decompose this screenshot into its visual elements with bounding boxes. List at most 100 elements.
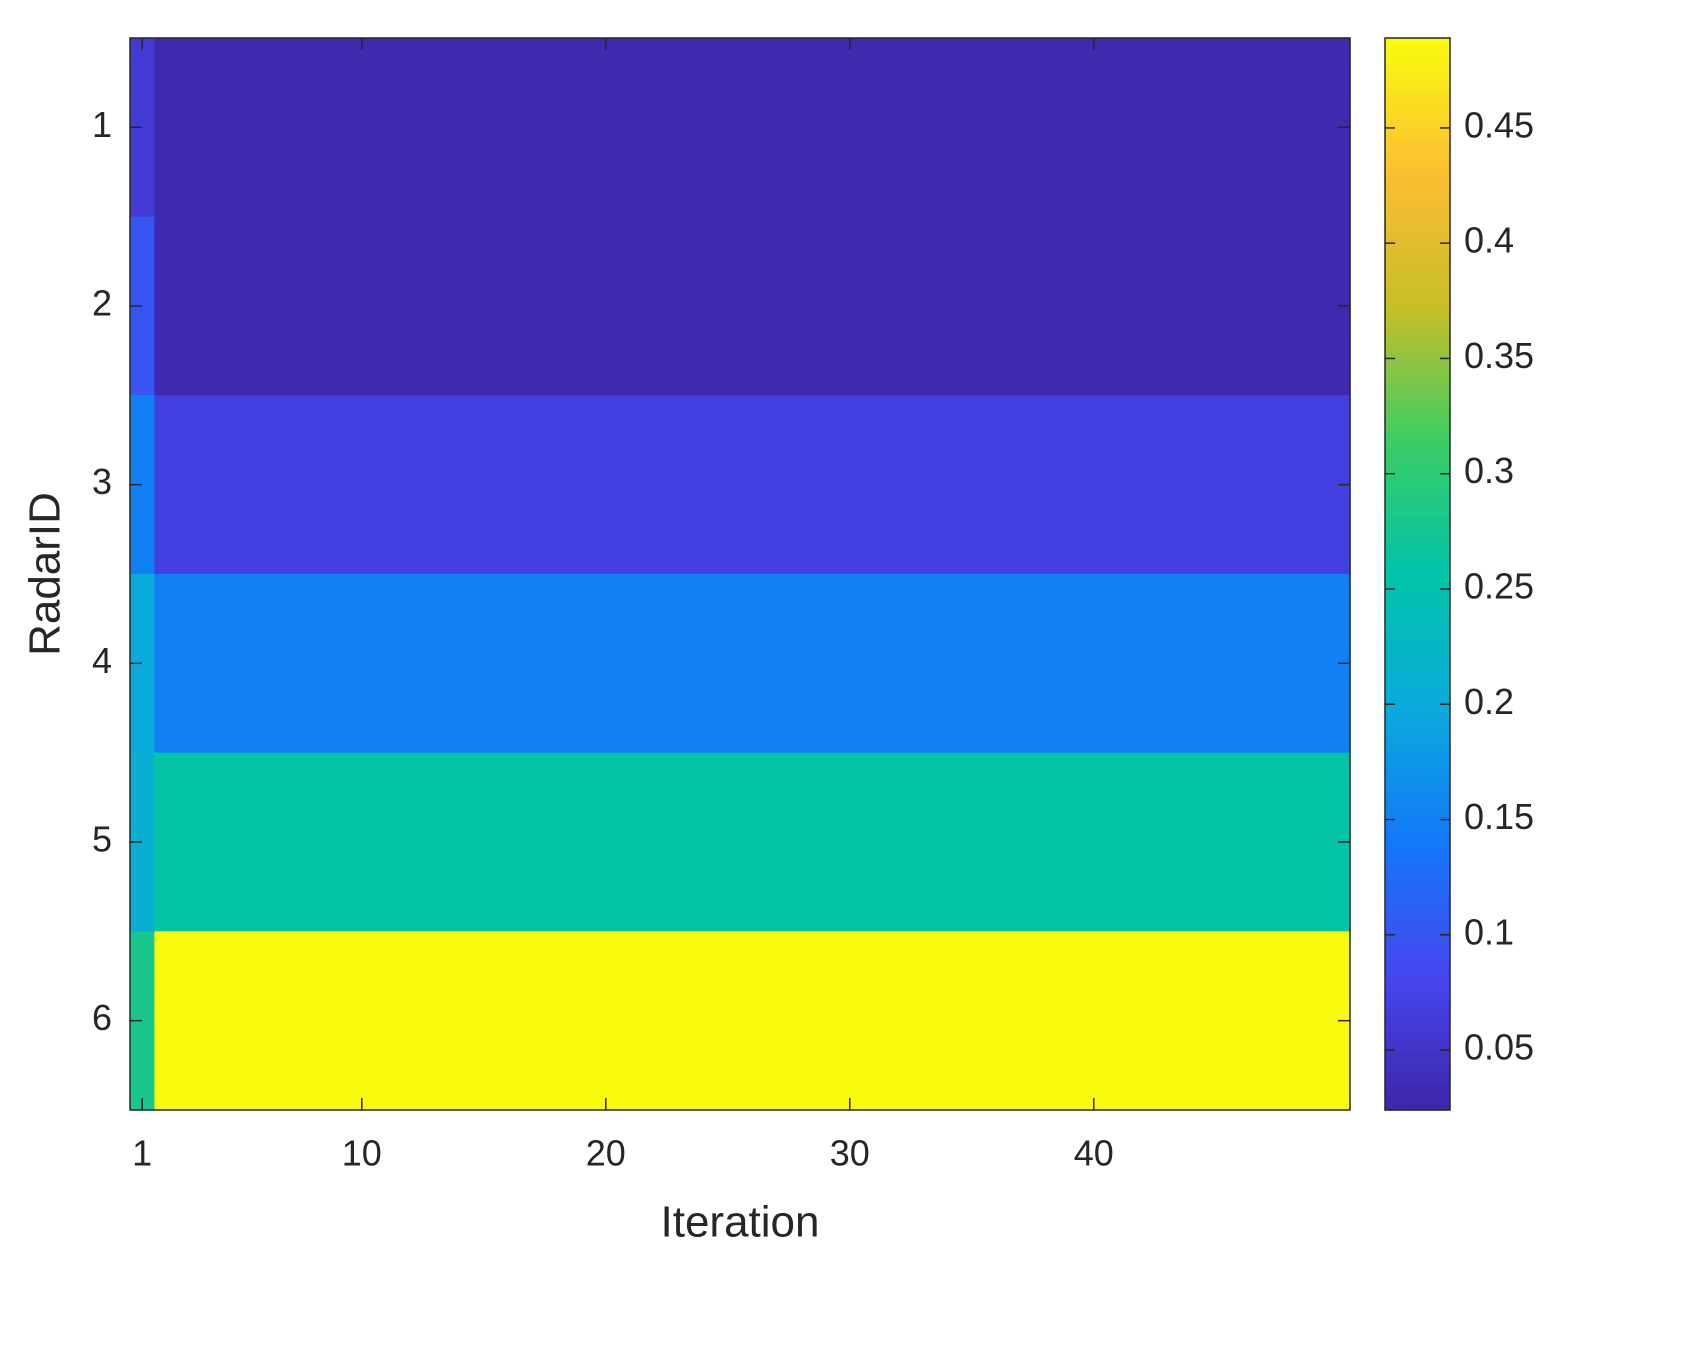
colorbar-swatch: [1385, 204, 1450, 211]
heatmap-cell: [471, 931, 497, 1111]
heatmap-cell: [959, 752, 985, 932]
colorbar-swatch: [1385, 911, 1450, 918]
colorbar-swatch: [1385, 1088, 1450, 1095]
y-tick-label: 2: [92, 283, 112, 324]
colorbar-swatch: [1385, 284, 1450, 291]
colorbar-tick-label: 0.15: [1464, 796, 1534, 837]
colorbar-swatch: [1385, 198, 1450, 205]
heatmap-cell: [520, 752, 546, 932]
heatmap-cell: [1301, 931, 1327, 1111]
heatmap-cell: [398, 931, 424, 1111]
heatmap-cell: [520, 38, 546, 218]
heatmap-cell: [642, 752, 668, 932]
heatmap-cell: [764, 574, 790, 754]
colorbar-swatch: [1385, 890, 1450, 897]
colorbar-swatch: [1385, 1083, 1450, 1090]
colorbar-swatch: [1385, 600, 1450, 607]
heatmap-cell: [300, 395, 326, 575]
heatmap-cell: [984, 395, 1009, 575]
heatmap-cell: [1154, 752, 1180, 932]
colorbar-tick-label: 0.35: [1464, 335, 1534, 376]
colorbar-swatch: [1385, 472, 1450, 479]
heatmap-cell: [1252, 574, 1278, 754]
heatmap-cell: [837, 931, 863, 1111]
heatmap-cell: [1130, 216, 1156, 396]
heatmap-cell: [1106, 931, 1131, 1111]
colorbar-swatch: [1385, 745, 1450, 752]
heatmap-cell: [886, 574, 912, 754]
heatmap-cell: [886, 395, 912, 575]
colorbar-swatch: [1385, 257, 1450, 264]
heatmap-cell: [422, 38, 448, 218]
heatmap-cell: [349, 574, 375, 754]
heatmap-cell: [1203, 574, 1229, 754]
heatmap-cell: [1008, 931, 1034, 1111]
heatmap-cell: [300, 216, 326, 396]
colorbar-swatch: [1385, 113, 1450, 119]
colorbar-swatch: [1385, 1093, 1450, 1100]
colorbar-swatch: [1385, 370, 1450, 377]
colorbar-swatch: [1385, 708, 1450, 714]
heatmap-cell: [910, 574, 936, 754]
heatmap-cell: [1032, 752, 1058, 932]
y-tick-label: 6: [92, 997, 112, 1038]
heatmap-cell: [276, 931, 302, 1111]
colorbar-swatch: [1385, 488, 1450, 495]
colorbar-swatch: [1385, 766, 1450, 773]
colorbar-swatch: [1385, 831, 1450, 838]
heatmap-cell: [422, 395, 448, 575]
heatmap-cell: [1301, 395, 1327, 575]
colorbar-swatch: [1385, 1008, 1450, 1015]
heatmap-cell: [715, 38, 741, 218]
heatmap-cell: [740, 38, 765, 218]
colorbar-swatch: [1385, 976, 1450, 982]
colorbar-swatch: [1385, 64, 1450, 71]
colorbar-swatch: [1385, 729, 1450, 736]
colorbar-swatch: [1385, 531, 1450, 538]
heatmap-cell: [1130, 395, 1156, 575]
heatmap-cell: [1154, 931, 1180, 1111]
heatmap-cell: [935, 216, 961, 396]
heatmap-cell: [691, 752, 717, 932]
heatmap-cell: [471, 38, 497, 218]
heatmap-cell: [227, 395, 253, 575]
heatmap-cell: [1179, 216, 1205, 396]
colorbar-swatch: [1385, 311, 1450, 318]
colorbar-tick-label: 0.45: [1464, 104, 1534, 145]
heatmap-cell: [178, 752, 204, 932]
heatmap-cell: [325, 574, 351, 754]
heatmap-cell: [1203, 931, 1229, 1111]
heatmap-cell: [618, 216, 643, 396]
colorbar-swatch: [1385, 959, 1450, 966]
colorbar-swatch: [1385, 842, 1450, 848]
heatmap-cell: [1081, 752, 1107, 932]
colorbar-swatch: [1385, 429, 1450, 436]
colorbar-swatch: [1385, 665, 1450, 672]
colorbar-swatch: [1385, 1024, 1450, 1031]
heatmap-cell: [276, 216, 302, 396]
colorbar-swatch: [1385, 702, 1450, 709]
heatmap-cell: [813, 931, 839, 1111]
heatmap-cell: [618, 395, 643, 575]
colorbar-swatch: [1385, 145, 1450, 152]
heatmap-cell: [178, 574, 204, 754]
colorbar-swatch: [1385, 986, 1450, 993]
heatmap-cell: [1032, 931, 1058, 1111]
colorbar-swatch: [1385, 1061, 1450, 1068]
heatmap-cell: [178, 38, 204, 218]
heatmap-cell: [837, 574, 863, 754]
colorbar-swatch: [1385, 59, 1450, 66]
colorbar-swatch: [1385, 375, 1450, 382]
heatmap-cell: [1179, 38, 1205, 218]
heatmap-cell: [984, 216, 1009, 396]
colorbar-swatch: [1385, 992, 1450, 999]
colorbar-swatch: [1385, 289, 1450, 296]
heatmap-cell: [935, 38, 961, 218]
heatmap-cell: [496, 752, 521, 932]
heatmap-cell: [642, 395, 668, 575]
heatmap-cell: [1228, 216, 1253, 396]
heatmap-cell: [1276, 931, 1302, 1111]
heatmap-cell: [349, 752, 375, 932]
heatmap-cell: [447, 395, 473, 575]
heatmap-cell: [959, 395, 985, 575]
